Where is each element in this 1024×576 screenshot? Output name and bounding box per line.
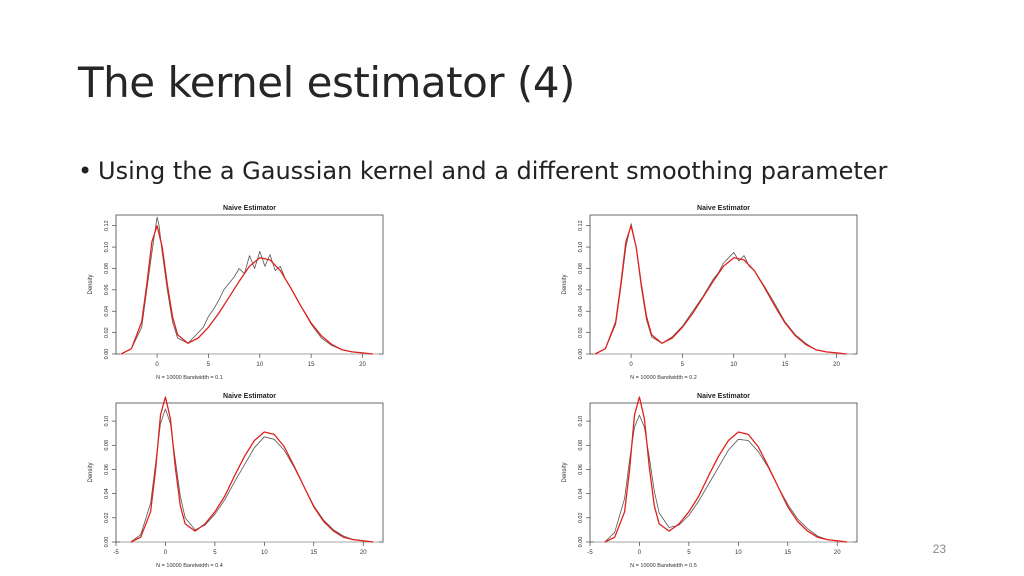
y-tick-label: 0.08 [104, 263, 110, 274]
x-tick-label: 5 [687, 550, 691, 556]
y-tick-label: 0.04 [578, 306, 584, 317]
x-tick-label: 10 [256, 362, 263, 368]
x-tick-label: 0 [638, 550, 642, 556]
x-tick-label: 5 [681, 362, 685, 368]
chart-title: Naive Estimator [697, 205, 750, 212]
y-tick-label: 0.08 [578, 263, 584, 274]
y-tick-label: 0.06 [104, 464, 110, 475]
plot-frame [115, 214, 384, 355]
bullet-dot-icon: • [78, 157, 93, 185]
plot-frame [115, 402, 384, 543]
reference-density-line [594, 225, 847, 355]
x-tick-label: 0 [629, 362, 633, 368]
x-tick-label: 15 [310, 550, 317, 556]
x-tick-label: 10 [730, 362, 737, 368]
y-tick-label: 0.00 [578, 537, 584, 548]
y-tick-label: 0.10 [104, 242, 110, 253]
x-tick-label: 0 [164, 550, 168, 556]
y-axis-label: Density [88, 462, 94, 482]
y-tick-label: 0.04 [104, 488, 110, 499]
y-axis-label: Density [88, 274, 94, 294]
slide-number: 23 [932, 542, 946, 556]
chart-title: Naive Estimator [223, 393, 276, 400]
density-plot-bandwidth-0-2: Naive Estimator 0 5 10 15 20 0.00 0.02 0.04 0.06 0… [558, 198, 863, 383]
y-axis-label: Density [562, 274, 568, 294]
y-tick-label: 0.02 [578, 327, 584, 338]
y-tick-label: 0.06 [578, 284, 584, 295]
x-tick-label: 5 [213, 550, 217, 556]
y-tick-label: 0.10 [104, 416, 110, 427]
kernel-estimate-line [120, 216, 373, 355]
y-tick-label: 0.04 [578, 488, 584, 499]
x-tick-label: 10 [735, 550, 742, 556]
x-tick-label: -5 [113, 550, 119, 556]
x-tick-label: 20 [360, 550, 367, 556]
reference-density-line [130, 396, 374, 543]
y-tick-label: 0.02 [104, 512, 110, 523]
plot-frame [589, 214, 858, 355]
y-tick-label: 0.10 [578, 416, 584, 427]
y-tick-label: 0.12 [104, 220, 110, 231]
density-plot-bandwidth-0-4: Naive Estimator -5 0 5 10 15 20 0.00 0.02 0.04 0.0… [84, 386, 389, 571]
chart-svg: Naive Estimator -5 0 5 10 15 20 0.00 0.02 0.04 0.0… [88, 393, 384, 569]
kernel-estimate-line [604, 414, 848, 543]
y-tick-label: 0.12 [578, 220, 584, 231]
x-tick-label: 10 [261, 550, 268, 556]
density-plot-bandwidth-0-1: Naive Estimator 0 5 10 15 20 0.00 0.02 0.04 0.06 0… [84, 198, 389, 383]
reference-density-line [604, 396, 848, 543]
y-tick-label: 0.04 [104, 306, 110, 317]
kernel-estimate-line [130, 408, 374, 543]
x-tick-label: 20 [359, 362, 366, 368]
x-tick-label: 15 [308, 362, 315, 368]
y-tick-label: 0.00 [104, 537, 110, 548]
plot-frame [589, 402, 858, 543]
reference-density-line [120, 225, 373, 355]
x-tick-label: 5 [207, 362, 211, 368]
x-axis-label: N = 10000 Bandwidth = 0.2 [630, 375, 697, 381]
y-tick-label: 0.02 [104, 327, 110, 338]
density-plot-bandwidth-0-5: Naive Estimator -5 0 5 10 15 20 0.00 0.02 0.04 0.0… [558, 386, 863, 571]
chart-svg: Naive Estimator 0 5 10 15 20 0.00 0.02 0.04 0.06 0… [562, 205, 858, 381]
y-tick-label: 0.00 [104, 349, 110, 360]
y-tick-label: 0.06 [104, 284, 110, 295]
x-tick-label: -5 [587, 550, 593, 556]
bullet-point: • Using the a Gaussian kernel and a diffe… [78, 157, 887, 185]
chart-title: Naive Estimator [697, 393, 750, 400]
y-axis-label: Density [562, 462, 568, 482]
x-tick-label: 20 [834, 550, 841, 556]
y-tick-label: 0.10 [578, 242, 584, 253]
x-axis-label: N = 10000 Bandwidth = 0.5 [630, 563, 697, 569]
x-tick-label: 15 [782, 362, 789, 368]
kernel-estimate-line [594, 223, 847, 355]
x-tick-label: 15 [784, 550, 791, 556]
x-tick-label: 20 [833, 362, 840, 368]
y-tick-label: 0.06 [578, 464, 584, 475]
y-tick-label: 0.02 [578, 512, 584, 523]
x-axis-label: N = 10000 Bandwidth = 0.1 [156, 375, 223, 381]
y-tick-label: 0.08 [578, 440, 584, 451]
slide-title: The kernel estimator (4) [78, 58, 575, 107]
y-tick-label: 0.08 [104, 440, 110, 451]
chart-title: Naive Estimator [223, 205, 276, 212]
x-axis-label: N = 10000 Bandwidth = 0.4 [156, 563, 223, 569]
chart-svg: Naive Estimator -5 0 5 10 15 20 0.00 0.02 0.04 0.0… [562, 393, 858, 569]
bullet-text: Using the a Gaussian kernel and a differ… [98, 157, 888, 185]
chart-svg: Naive Estimator 0 5 10 15 20 0.00 0.02 0.04 0.06 0… [88, 205, 384, 381]
y-tick-label: 0.00 [578, 349, 584, 360]
x-tick-label: 0 [155, 362, 159, 368]
